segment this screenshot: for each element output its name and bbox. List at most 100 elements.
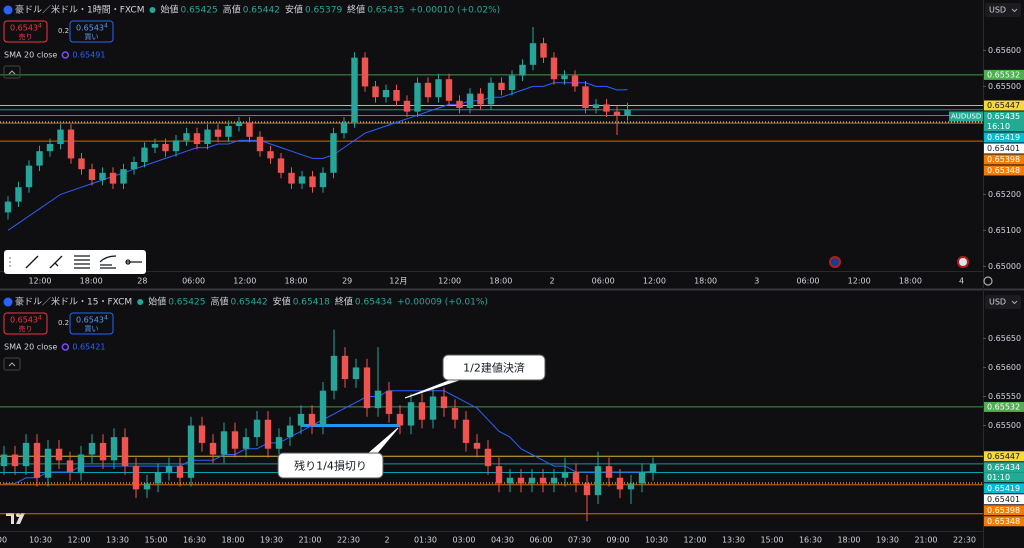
price-tag-label: 0.65348 bbox=[987, 166, 1020, 175]
indicator-value: 0.65421 bbox=[72, 343, 105, 352]
buy-button[interactable] bbox=[69, 20, 114, 43]
price-change: +0.00009 (+0.01%) bbox=[397, 298, 488, 308]
candle-body bbox=[66, 460, 74, 472]
time-label: 21:00 bbox=[298, 536, 321, 545]
candle-body bbox=[242, 437, 250, 449]
callout-pointer bbox=[368, 427, 399, 454]
candle-body bbox=[36, 151, 43, 166]
candle-body bbox=[165, 466, 173, 472]
indicator-icon[interactable] bbox=[61, 51, 70, 59]
trend-line-tool[interactable] bbox=[25, 255, 39, 269]
toolbar-box bbox=[4, 250, 146, 274]
collapse-button[interactable] bbox=[3, 357, 21, 371]
candle-body bbox=[374, 390, 382, 409]
ohlc-label: 終値 bbox=[347, 4, 365, 16]
price-tick-label: 0.65500 bbox=[988, 82, 1021, 91]
time-label: 12:00 bbox=[683, 536, 706, 545]
sell-label: 売り bbox=[19, 32, 33, 41]
time-label: 04:30 bbox=[491, 536, 514, 545]
drawing-toolbar[interactable] bbox=[4, 250, 146, 274]
candle-body bbox=[382, 90, 390, 98]
symbol-icon bbox=[3, 297, 13, 307]
candle-body bbox=[361, 57, 369, 87]
ray-tool[interactable] bbox=[49, 255, 63, 269]
time-label: 21:00 bbox=[914, 536, 937, 545]
currency-box[interactable] bbox=[985, 295, 1021, 309]
buy-label: 買い bbox=[85, 33, 99, 41]
currency-label: USD bbox=[989, 298, 1006, 307]
ohlc-value: 0.65425 bbox=[168, 298, 205, 308]
countdown-label: 16:10 bbox=[987, 122, 1010, 131]
sell-button[interactable] bbox=[3, 312, 48, 335]
event-flag[interactable] bbox=[829, 256, 841, 268]
price-tag bbox=[984, 401, 1024, 412]
price-tag bbox=[984, 154, 1024, 165]
candle-body bbox=[99, 172, 106, 180]
event-flag[interactable] bbox=[957, 256, 969, 268]
price-tag bbox=[984, 494, 1024, 505]
price-tag-label: 0.65434 bbox=[987, 463, 1020, 472]
time-label: 18:00 bbox=[284, 277, 307, 286]
candle-body bbox=[583, 483, 591, 496]
candle-body bbox=[638, 471, 646, 484]
collapse-button[interactable] bbox=[3, 65, 21, 79]
candle-body bbox=[214, 129, 222, 137]
time-label: 29 bbox=[342, 277, 352, 286]
candle-body bbox=[288, 172, 295, 184]
time-label: 06:00 bbox=[796, 277, 819, 286]
ohlc-value: 0.65442 bbox=[243, 6, 280, 16]
pitchfork-tool[interactable] bbox=[99, 255, 117, 269]
candle-body bbox=[495, 466, 503, 484]
price-tag bbox=[984, 451, 1024, 462]
price-tag-label: 0.65532 bbox=[987, 402, 1020, 411]
candle-body bbox=[172, 140, 180, 152]
candle-body bbox=[561, 471, 569, 478]
price-tag-label: 0.65398 bbox=[987, 506, 1020, 515]
candle-body bbox=[256, 136, 264, 152]
settings-icon[interactable] bbox=[983, 276, 993, 286]
sell-price: 0.6543 bbox=[10, 316, 38, 325]
fib-tool[interactable] bbox=[74, 255, 90, 269]
price-tick-label: 0.65000 bbox=[988, 262, 1021, 271]
chart-title: 豪ドル／米ドル・15・FXCM bbox=[15, 296, 132, 308]
candle-body bbox=[393, 90, 400, 101]
flag-au bbox=[831, 258, 839, 266]
candle-body bbox=[55, 448, 63, 461]
candle-body bbox=[550, 477, 558, 484]
time-label: 01:30 bbox=[414, 536, 437, 545]
candle-body bbox=[246, 122, 253, 137]
candle-body bbox=[78, 158, 85, 170]
buy-button[interactable] bbox=[69, 312, 114, 335]
time-label: 3 bbox=[754, 277, 759, 286]
candle-body bbox=[154, 471, 162, 484]
candle-body bbox=[477, 93, 484, 105]
candle-body bbox=[484, 448, 492, 467]
currency-caret bbox=[1011, 300, 1018, 305]
currency-box[interactable] bbox=[985, 3, 1021, 17]
sell-pip: 4 bbox=[38, 315, 42, 322]
time-label: 12:00 bbox=[643, 277, 666, 286]
sell-label: 売り bbox=[19, 324, 33, 333]
indicator-icon[interactable] bbox=[61, 343, 70, 351]
candle-body bbox=[435, 79, 442, 98]
candle-body bbox=[429, 396, 437, 420]
candle-body bbox=[340, 122, 348, 134]
candle-body bbox=[529, 43, 537, 65]
horizontal-ray-tool[interactable] bbox=[125, 259, 142, 265]
candle-body bbox=[88, 442, 96, 455]
candle-body bbox=[466, 93, 474, 108]
sell-button[interactable] bbox=[3, 20, 48, 43]
price-tag bbox=[984, 100, 1024, 111]
candle-body bbox=[235, 122, 243, 126]
callout-pointer bbox=[404, 379, 460, 399]
candle-body bbox=[309, 176, 316, 188]
price-tag bbox=[984, 505, 1024, 516]
candle-body bbox=[46, 144, 54, 152]
time-label: 19:30 bbox=[876, 536, 899, 545]
price-change: +0.00010 (+0.02%) bbox=[409, 6, 500, 16]
price-tick-label: 0.65500 bbox=[988, 421, 1021, 430]
candle-body bbox=[572, 471, 580, 484]
candle-body bbox=[231, 431, 239, 449]
ohlc-value: 0.65435 bbox=[367, 6, 404, 16]
price-tag-label: 0.65435 bbox=[987, 112, 1020, 121]
